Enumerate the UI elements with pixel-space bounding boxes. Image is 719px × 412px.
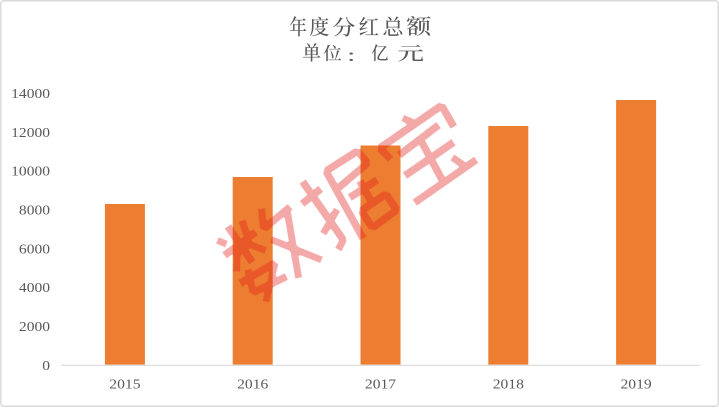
svg-text:2015: 2015 bbox=[109, 377, 140, 392]
svg-text:2017: 2017 bbox=[365, 377, 396, 392]
svg-text:10000: 10000 bbox=[11, 165, 50, 180]
svg-text:2000: 2000 bbox=[19, 320, 50, 335]
svg-text:14000: 14000 bbox=[11, 87, 50, 102]
svg-text:2016: 2016 bbox=[237, 377, 268, 392]
svg-text:8000: 8000 bbox=[19, 203, 50, 218]
svg-text:4000: 4000 bbox=[19, 281, 50, 296]
svg-text:2018: 2018 bbox=[493, 377, 524, 392]
svg-text:2019: 2019 bbox=[621, 377, 652, 392]
svg-text:6000: 6000 bbox=[19, 242, 50, 257]
svg-text:12000: 12000 bbox=[11, 126, 50, 141]
svg-text:0: 0 bbox=[42, 359, 50, 374]
